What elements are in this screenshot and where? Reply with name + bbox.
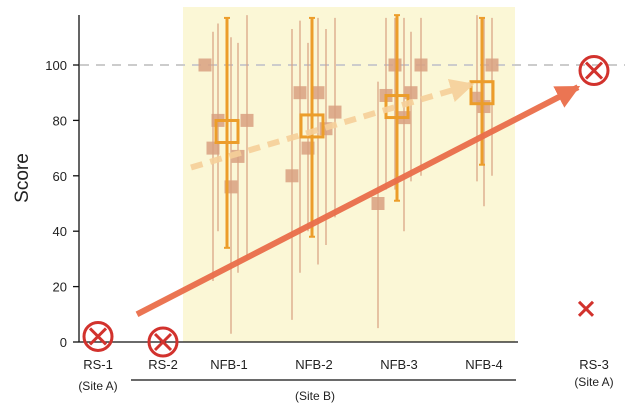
y-tick-label: 100 [45, 58, 67, 73]
individual-point [198, 58, 212, 72]
individual-point [477, 100, 491, 114]
x-tick-label: NFB-4 [465, 357, 503, 372]
individual-point [414, 58, 428, 72]
mean-marker [299, 113, 325, 139]
x-tick-sublabel: (Site A) [574, 375, 613, 389]
x-tick-sublabel: (Site A) [78, 379, 117, 393]
x-tick-label: RS-2 [148, 357, 178, 372]
individual-point [485, 58, 499, 72]
circled-marker-x [88, 327, 108, 346]
circled-marker-ring [578, 55, 610, 87]
individual-point [285, 169, 299, 183]
individual-point [404, 86, 418, 100]
individual-point [388, 58, 402, 72]
y-tick-label: 40 [53, 224, 67, 239]
circled-marker-ring [82, 320, 114, 352]
circled-marker-x [584, 61, 604, 80]
shaded-region [183, 7, 515, 342]
mean-marker [214, 118, 240, 144]
circled-marker-ring [147, 326, 179, 358]
y-axis-label: Score [12, 153, 33, 203]
x-tick-label: NFB-1 [210, 357, 248, 372]
x-tick-label: NFB-2 [295, 357, 333, 372]
x-tick-label: RS-1 [83, 357, 113, 372]
mean-marker [384, 94, 410, 120]
trend-arrow-dashed [190, 79, 475, 171]
trend-arrow-solid [135, 84, 581, 317]
y-tick-label: 0 [60, 335, 67, 350]
y-tick-label: 80 [53, 113, 67, 128]
individual-point [328, 105, 342, 119]
individual-point [240, 113, 254, 127]
individual-point [206, 141, 220, 155]
group-label: (Site B) [295, 389, 335, 403]
circled-marker-x [153, 332, 173, 352]
y-tick-label: 20 [53, 280, 67, 295]
plain-x-marker [577, 300, 595, 317]
individual-point [371, 197, 385, 210]
x-tick-label: RS-3 [579, 357, 609, 372]
individual-point [311, 86, 325, 100]
individual-point [293, 86, 307, 100]
x-tick-label: NFB-3 [380, 357, 418, 372]
y-tick-label: 60 [53, 169, 67, 184]
